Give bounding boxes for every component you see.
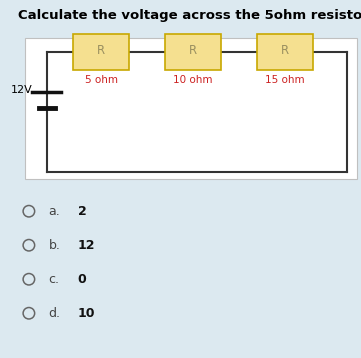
Text: 10 ohm: 10 ohm: [173, 75, 213, 85]
Text: 5 ohm: 5 ohm: [84, 75, 118, 85]
Text: R: R: [97, 44, 105, 57]
FancyBboxPatch shape: [165, 34, 221, 70]
Text: 12: 12: [78, 239, 95, 252]
FancyBboxPatch shape: [25, 38, 357, 179]
Text: 12V: 12V: [11, 86, 32, 95]
Text: c.: c.: [49, 273, 60, 286]
FancyBboxPatch shape: [73, 34, 129, 70]
Text: a.: a.: [49, 205, 61, 218]
Text: R: R: [189, 44, 197, 57]
Text: 2: 2: [78, 205, 86, 218]
Text: Calculate the voltage across the 5ohm resistor: Calculate the voltage across the 5ohm re…: [18, 9, 361, 22]
FancyBboxPatch shape: [257, 34, 313, 70]
Text: b.: b.: [49, 239, 61, 252]
Text: R: R: [281, 44, 289, 57]
Text: d.: d.: [49, 307, 61, 320]
Text: 10: 10: [78, 307, 95, 320]
Text: 15 ohm: 15 ohm: [265, 75, 305, 85]
Text: 0: 0: [78, 273, 86, 286]
